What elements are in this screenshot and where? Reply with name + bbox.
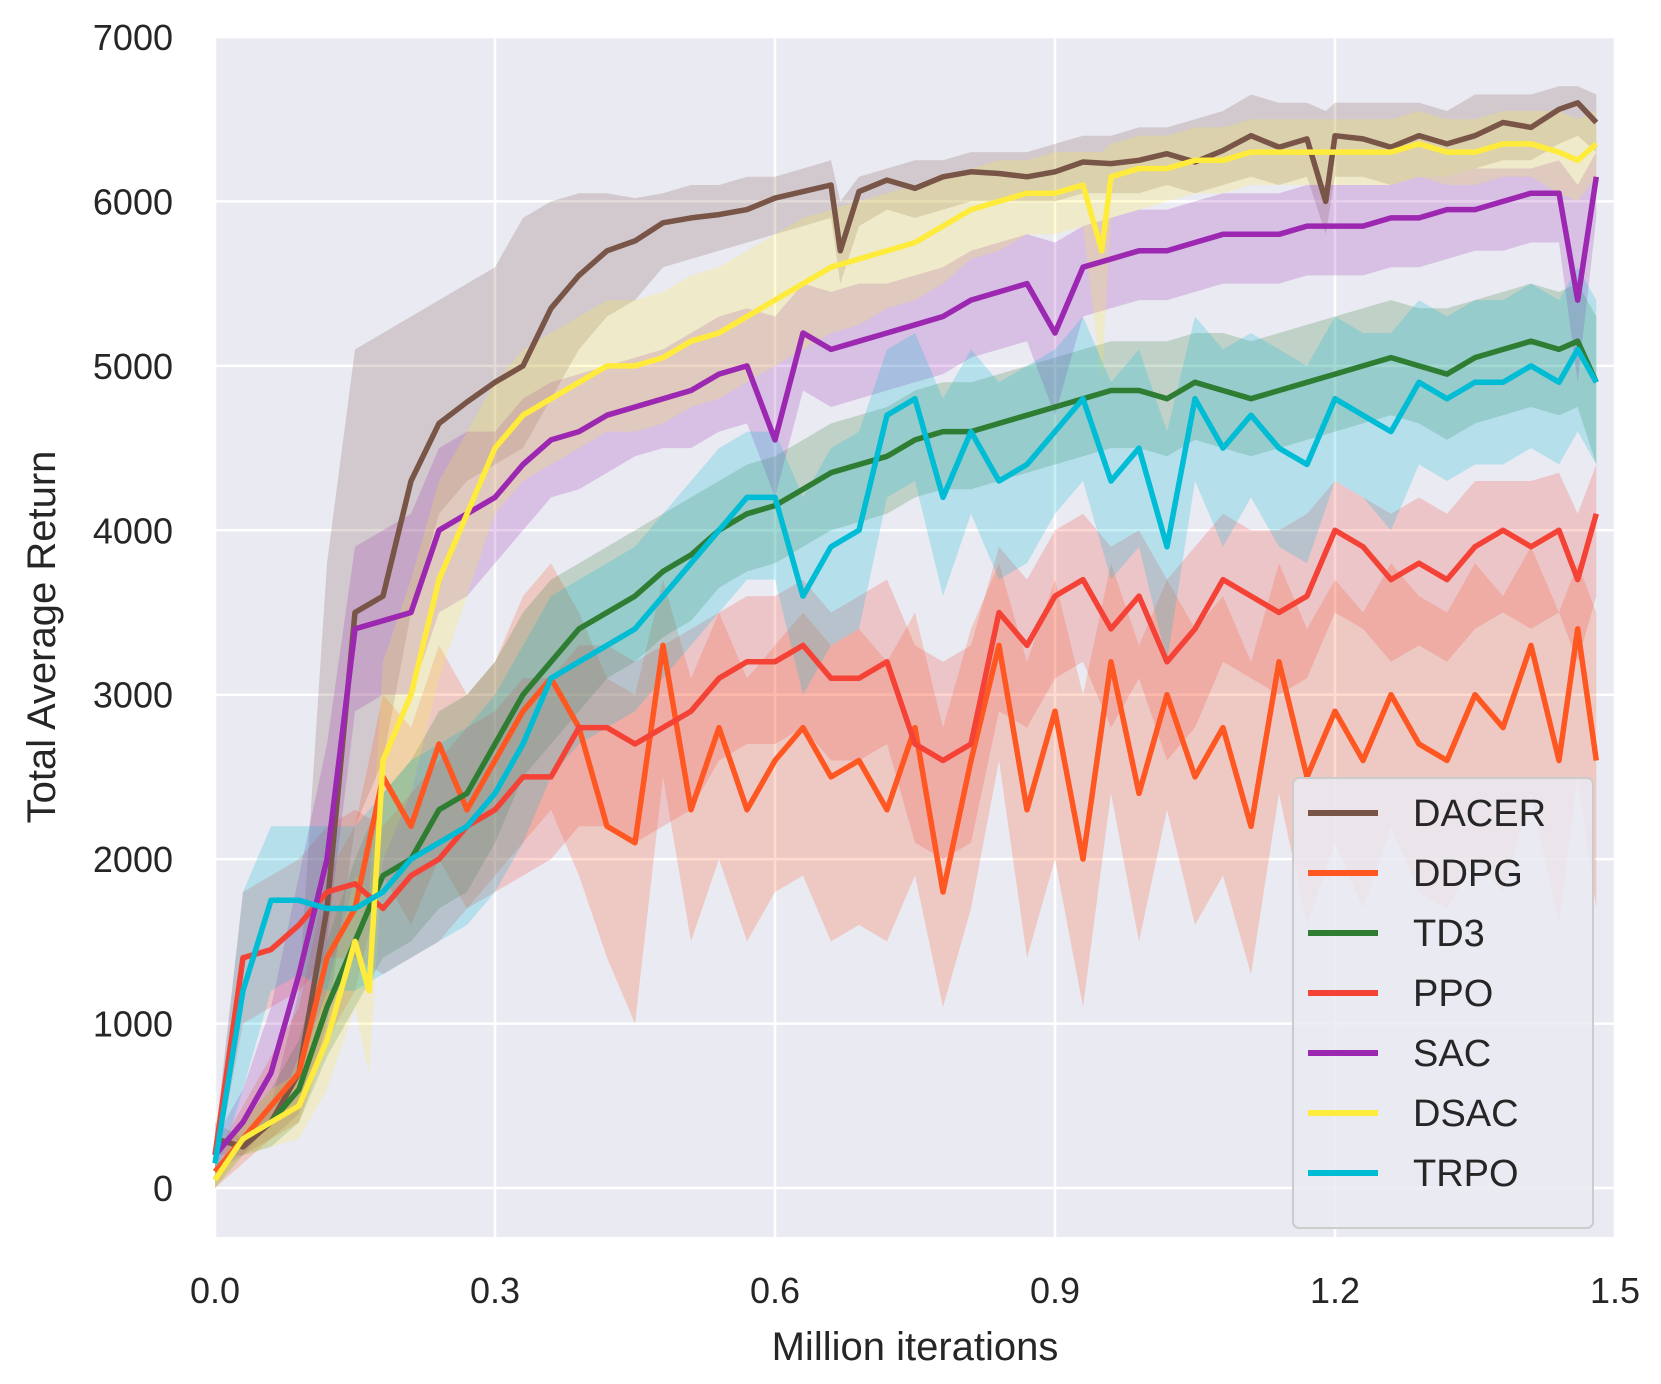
x-tick-labels: 0.0 0.3 0.6 0.9 1.2 1.5 — [190, 1270, 1640, 1311]
legend-label-dsac: DSAC — [1413, 1093, 1519, 1135]
y-tick-label: 3000 — [93, 675, 173, 716]
line-sac — [212, 176, 1600, 1157]
y-axis-label: Total Average Return — [20, 451, 64, 824]
line-ddpg — [212, 626, 1600, 1174]
confidence-bands — [215, 86, 1597, 1189]
band-ddpg — [215, 546, 1597, 1188]
legend-label-trpo: TRPO — [1413, 1153, 1519, 1195]
line-dacer — [214, 100, 1599, 1150]
band-dacer — [215, 86, 1597, 1156]
legend-label-sac: SAC — [1413, 1033, 1491, 1075]
x-tick-label: 1.2 — [1310, 1270, 1360, 1311]
y-tick-label: 0 — [153, 1168, 173, 1209]
band-dsac — [215, 111, 1597, 1188]
y-tick-label: 5000 — [93, 346, 173, 387]
legend-label-ppo: PPO — [1413, 973, 1493, 1015]
line-trpo — [212, 346, 1599, 1164]
y-tick-label: 6000 — [93, 181, 173, 222]
y-tick-label: 1000 — [93, 1004, 173, 1045]
line-td3 — [212, 338, 1599, 1182]
x-tick-label: 0.3 — [470, 1270, 520, 1311]
legend: DACER DDPG TD3 PPO SAC DSAC TRPO — [1292, 777, 1594, 1229]
y-tick-label: 7000 — [93, 17, 173, 58]
y-tick-label: 2000 — [93, 839, 173, 880]
grid-lines — [213, 35, 1617, 1237]
legend-label-ddpg: DDPG — [1413, 853, 1523, 895]
x-tick-label: 0.0 — [190, 1270, 240, 1311]
x-tick-label: 1.5 — [1590, 1270, 1640, 1311]
series-lines — [212, 100, 1600, 1182]
band-sac — [215, 152, 1597, 1172]
band-td3 — [215, 283, 1597, 1189]
y-tick-labels: 0 1000 2000 3000 4000 5000 6000 7000 — [93, 17, 173, 1209]
x-tick-label: 0.6 — [750, 1270, 800, 1311]
legend-label-dacer: DACER — [1413, 793, 1546, 835]
band-trpo — [215, 267, 1597, 1180]
x-axis-label: Million iterations — [772, 1325, 1059, 1369]
line-ppo — [212, 513, 1599, 1156]
y-tick-label: 4000 — [93, 510, 173, 551]
x-tick-label: 0.9 — [1030, 1270, 1080, 1311]
line-dsac — [212, 141, 1599, 1182]
band-ppo — [215, 464, 1597, 1172]
legend-label-td3: TD3 — [1413, 913, 1485, 955]
